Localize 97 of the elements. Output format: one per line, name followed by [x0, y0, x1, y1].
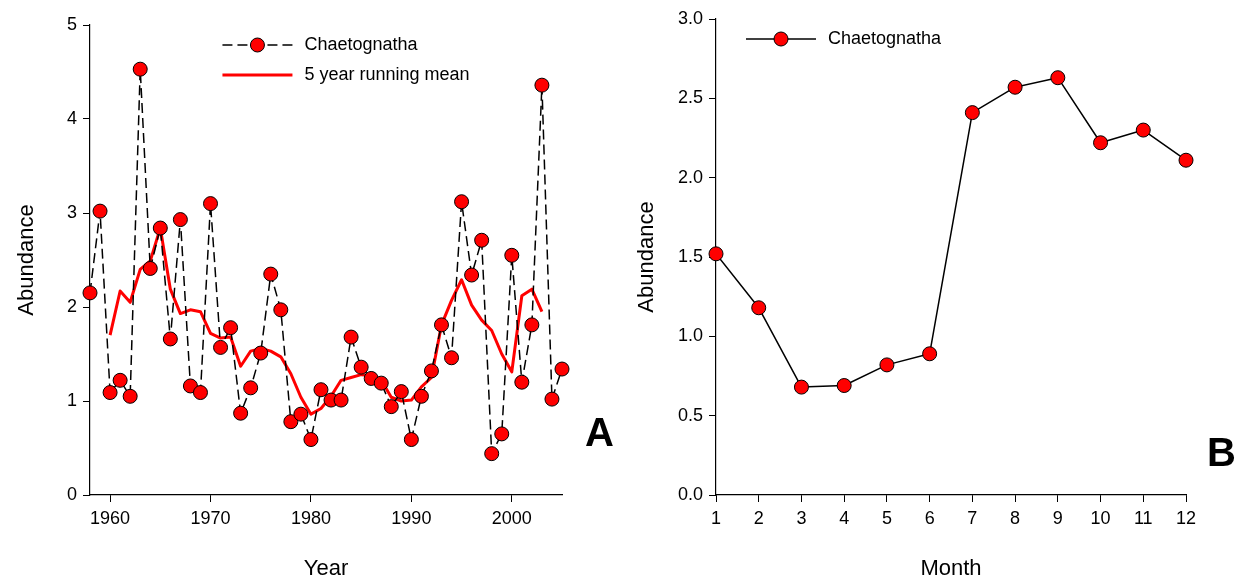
x-tick-label: 4	[839, 507, 850, 528]
point	[273, 302, 289, 318]
y-tick-label: 0.0	[677, 483, 703, 504]
x-tick-label: 1960	[90, 507, 131, 528]
point	[192, 385, 208, 401]
point	[433, 317, 449, 333]
point	[112, 372, 128, 388]
x-tick-label: 1990	[391, 507, 432, 528]
point	[514, 374, 530, 390]
x-tick-label: 1	[710, 507, 722, 528]
point	[172, 212, 188, 228]
point	[1093, 135, 1109, 151]
point	[162, 331, 178, 347]
point	[413, 388, 429, 404]
point	[373, 375, 389, 391]
point	[464, 267, 480, 283]
y-tick-label: 5	[66, 13, 77, 34]
point	[303, 432, 319, 448]
point	[353, 359, 369, 375]
point	[333, 392, 349, 408]
y-tick-label: 2.5	[677, 87, 703, 108]
point	[122, 388, 138, 404]
x-tick-label: 11	[1133, 507, 1153, 528]
point	[233, 405, 249, 421]
legend-label: Chaetognatha	[828, 27, 943, 48]
point	[283, 414, 299, 430]
point	[213, 339, 229, 355]
point	[554, 361, 570, 377]
point	[132, 61, 148, 77]
point	[313, 382, 329, 398]
point	[708, 246, 724, 262]
y-tick-label: 1.5	[677, 245, 703, 266]
point	[1050, 70, 1066, 86]
point	[494, 426, 510, 442]
point	[751, 300, 767, 316]
x-tick-label: 2000	[491, 507, 532, 528]
x-axis-title: Month	[920, 554, 982, 580]
y-tick-label: 0	[66, 483, 77, 504]
y-axis-title: Abundance	[13, 204, 39, 316]
y-tick-label: 3	[66, 201, 77, 222]
point	[82, 285, 98, 301]
point	[403, 432, 419, 448]
point	[293, 406, 309, 422]
point	[393, 384, 409, 400]
y-tick-label: 1.0	[677, 325, 703, 346]
point	[879, 357, 895, 373]
point	[152, 220, 168, 236]
point	[1135, 122, 1151, 138]
x-tick-label: 5	[881, 507, 892, 528]
y-axis-title: Abundance	[633, 201, 659, 313]
point	[922, 346, 938, 362]
point	[203, 196, 219, 212]
point	[454, 194, 470, 210]
point	[544, 391, 560, 407]
text: A	[585, 410, 614, 455]
point	[836, 378, 852, 394]
point	[484, 446, 500, 462]
x-tick-label: 1980	[290, 507, 331, 528]
legend-label: Chaetognatha	[304, 33, 419, 54]
point	[793, 379, 809, 395]
x-axis-title: Year	[303, 554, 349, 580]
x-tick-label: 6	[924, 507, 935, 528]
point	[474, 232, 490, 248]
x-tick-label: 9	[1052, 507, 1063, 528]
point	[1178, 152, 1194, 168]
point	[92, 203, 108, 219]
point	[243, 380, 259, 396]
x-tick-label: 2	[753, 507, 764, 528]
point	[534, 77, 550, 93]
y-tick-label: 1	[66, 389, 77, 410]
y-tick-label: 4	[66, 107, 77, 128]
point	[504, 247, 520, 263]
x-tick-label: 12	[1175, 507, 1197, 528]
point	[964, 105, 980, 121]
legend-label: 5 year running mean	[304, 63, 470, 84]
point	[142, 260, 158, 276]
x-tick-label: 3	[796, 507, 807, 528]
point	[524, 317, 540, 333]
y-tick-label: 2	[66, 295, 77, 316]
point	[182, 378, 198, 394]
point	[102, 385, 118, 401]
point	[253, 345, 269, 361]
y-tick-label: 0.5	[677, 404, 703, 425]
y-tick-label: 2.0	[677, 166, 703, 187]
point	[263, 266, 279, 282]
text: B	[1207, 430, 1236, 475]
x-tick-label: 10	[1090, 507, 1111, 528]
point	[1007, 79, 1023, 95]
point	[423, 363, 439, 379]
x-tick-label: 8	[1010, 507, 1021, 528]
x-tick-label: 7	[967, 507, 978, 528]
y-tick-label: 3.0	[677, 7, 703, 28]
point	[343, 329, 359, 345]
point	[223, 320, 239, 336]
point	[383, 399, 399, 415]
point	[444, 350, 460, 366]
x-tick-label: 1970	[190, 507, 231, 528]
